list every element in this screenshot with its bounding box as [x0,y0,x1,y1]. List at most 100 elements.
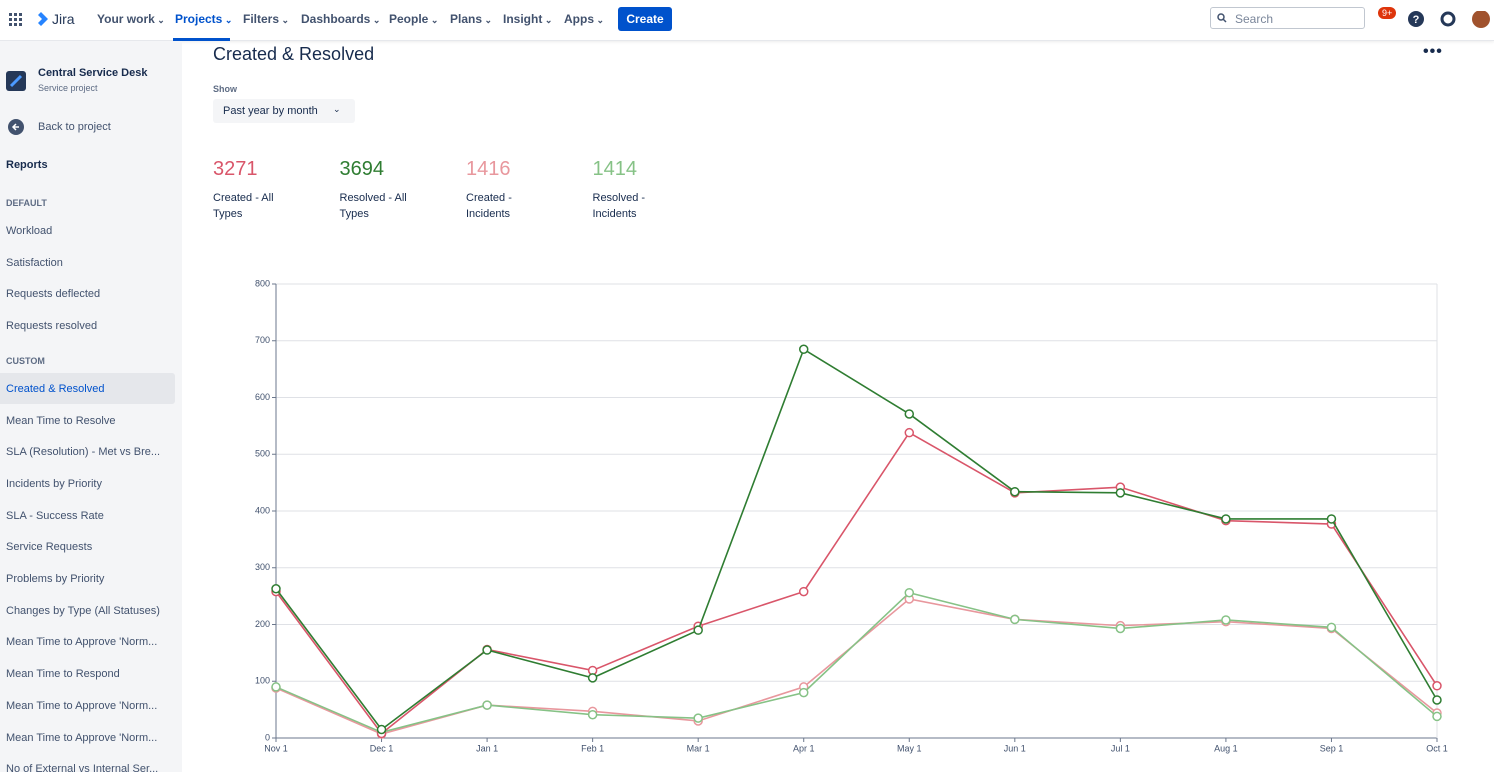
nav-item[interactable]: Plans ⌄ [450,12,493,26]
sidebar-item[interactable]: Satisfaction [6,256,63,269]
y-tick-label: 100 [255,676,270,686]
point [1115,488,1126,498]
y-tick-label: 400 [255,505,270,515]
sidebar-item[interactable]: Mean Time to Resolve [6,414,116,427]
chevron: ⌄ [542,15,553,25]
point [1010,486,1020,497]
page-title: Created & Resolved [213,44,375,64]
point [1115,623,1126,634]
series-line [275,591,1438,734]
point [693,625,703,635]
y-tick-label: 800 [255,278,270,288]
point [587,673,598,683]
point [904,587,915,598]
svg-text:?: ? [1413,14,1420,26]
x-tick-label: Jan 1 [476,743,498,753]
sidebar-item[interactable]: Mean Time to Respond [6,668,120,681]
chevron: ⌄ [370,15,381,25]
point [482,645,492,655]
series-line [275,431,1438,735]
y-tick-label: 600 [255,392,270,402]
sidebar-item[interactable]: Service Requests [6,541,93,554]
section-title: DEFAULT [6,198,47,208]
stat-value: 3271 [213,158,258,180]
chevron: ⌄ [333,104,341,114]
series-line [275,598,1438,735]
nav-item[interactable]: People ⌄ [389,12,439,26]
reports-heading: Reports [6,159,48,171]
nav-item[interactable]: Insight ⌄ [503,12,553,26]
chevron: ⌄ [428,15,439,25]
nav-item[interactable]: Your work ⌄ [97,12,165,26]
nav-item[interactable]: Filters ⌄ [243,12,290,26]
point [482,700,492,710]
x-tick-label: Feb 1 [581,743,604,753]
chevron: ⌄ [222,15,233,25]
point [1326,622,1337,633]
nav-item[interactable]: Apps ⌄ [564,12,605,26]
create-button[interactable]: Create [618,7,672,31]
app-switcher[interactable] [9,13,23,27]
sidebar-item[interactable]: Requests resolved [6,320,98,333]
x-tick-label: Mar 1 [687,743,710,753]
main: Created & Resolved ••• Show Past year by… [183,41,1494,772]
sidebar-item[interactable]: No of External vs Internal Ser... [6,763,159,772]
chevron: ⌄ [594,15,605,25]
sidebar-item[interactable]: Mean Time to Approve 'Norm... [6,636,158,649]
stat-label: Resolved - All Types [339,192,407,220]
x-tick-label: Apr 1 [793,743,815,753]
notification-badge[interactable]: 9+ [1378,7,1397,19]
chevron: ⌄ [279,15,290,25]
y-tick-label: 300 [255,562,270,572]
point [271,583,281,594]
logo[interactable]: Jira [52,11,75,27]
x-tick-label: Jun 1 [1004,743,1026,753]
point [904,427,915,438]
back-icon [8,119,24,135]
stat-label: Created - All Types [213,192,274,220]
chevron: ⌄ [482,15,493,25]
section-title: CUSTOM [6,355,45,366]
y-tick-label: 500 [255,449,270,459]
sidebar-item[interactable]: Mean Time to Approve 'Norm... [6,731,158,744]
x-tick-label: Aug 1 [1214,743,1238,753]
search-icon [1217,13,1227,23]
sidebar-item[interactable]: Workload [6,225,53,237]
sidebar-item[interactable]: Incidents by Priority [6,477,102,490]
sidebar-item[interactable]: SLA - Success Rate [6,509,104,522]
x-tick-label: May 1 [897,743,922,753]
sidebar-item[interactable]: Created & Resolved [6,382,105,395]
project-name[interactable]: Central Service Desk [38,67,148,79]
point [798,344,809,355]
point [1432,695,1442,705]
point [693,713,703,723]
search[interactable]: Search [1210,7,1365,29]
sidebar-item[interactable]: Mean Time to Approve 'Norm... [6,699,158,712]
show-label: Show [213,84,237,94]
back-link[interactable]: Back to project [38,121,111,133]
stat-label: Created - Incidents [466,192,512,220]
point [587,709,598,720]
point [904,409,915,419]
x-tick-label: Nov 1 [264,743,288,753]
stat-value: 1414 [592,158,638,180]
active-bg [0,372,175,404]
nav-item[interactable]: Dashboards ⌄ [301,12,381,26]
nav-item[interactable]: Projects ⌄ [175,12,233,26]
top-nav: Jira Your work ⌄ Projects ⌄ Filters ⌄ Dashb… [0,0,1494,41]
series-line [275,348,1438,731]
stat-value: 3694 [339,158,385,180]
sidebar-item[interactable]: Requests deflected [6,288,101,301]
point [1010,614,1020,625]
more-menu[interactable]: ••• [1423,43,1443,60]
point [1432,681,1442,691]
show-select[interactable]: Past year by month ⌄ [213,99,355,123]
sidebar-item[interactable]: Problems by Priority [6,573,105,585]
point [376,724,387,735]
sidebar-item[interactable]: Changes by Type (All Statuses) [6,604,160,617]
project-avatar [6,71,26,91]
sidebar-item[interactable]: SLA (Resolution) - Met vs Bre... [6,446,161,459]
point [798,586,809,597]
x-tick-label: Sep 1 [1320,743,1344,753]
